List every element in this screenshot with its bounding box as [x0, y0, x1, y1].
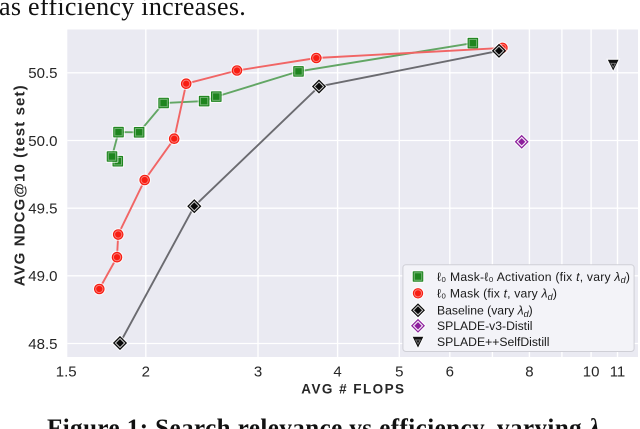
- svg-text:Baseline (vary λd): Baseline (vary λd): [437, 304, 533, 319]
- svg-text:49.5: 49.5: [28, 201, 57, 218]
- svg-text:49.0: 49.0: [28, 268, 57, 285]
- svg-text:3: 3: [254, 364, 262, 381]
- svg-text:50.5: 50.5: [28, 65, 57, 82]
- svg-text:50.0: 50.0: [28, 133, 57, 150]
- svg-text:10: 10: [583, 364, 600, 381]
- svg-text:SPLADE++SelfDistill: SPLADE++SelfDistill: [437, 335, 549, 349]
- svg-text:6: 6: [446, 364, 454, 381]
- svg-text:ℓ₀ Mask (fix t, vary λd): ℓ₀ Mask (fix t, vary λd): [437, 287, 557, 302]
- svg-text:11: 11: [610, 364, 626, 381]
- svg-text:8: 8: [525, 364, 533, 381]
- svg-text:AVG NDCG@10 (test set): AVG NDCG@10 (test set): [12, 84, 29, 286]
- svg-text:SPLADE-v3-Distil: SPLADE-v3-Distil: [437, 319, 533, 333]
- svg-text:48.5: 48.5: [28, 336, 57, 353]
- svg-text:5: 5: [395, 364, 403, 381]
- svg-text:ℓ₀ Mask-ℓ₀ Activation (fix t,: ℓ₀ Mask-ℓ₀ Activation (fix t, vary λd): [437, 270, 630, 285]
- svg-text:AVG # FLOPS: AVG # FLOPS: [301, 382, 405, 397]
- svg-text:2: 2: [142, 364, 150, 381]
- svg-text:1.5: 1.5: [56, 364, 77, 381]
- svg-text:4: 4: [333, 364, 341, 381]
